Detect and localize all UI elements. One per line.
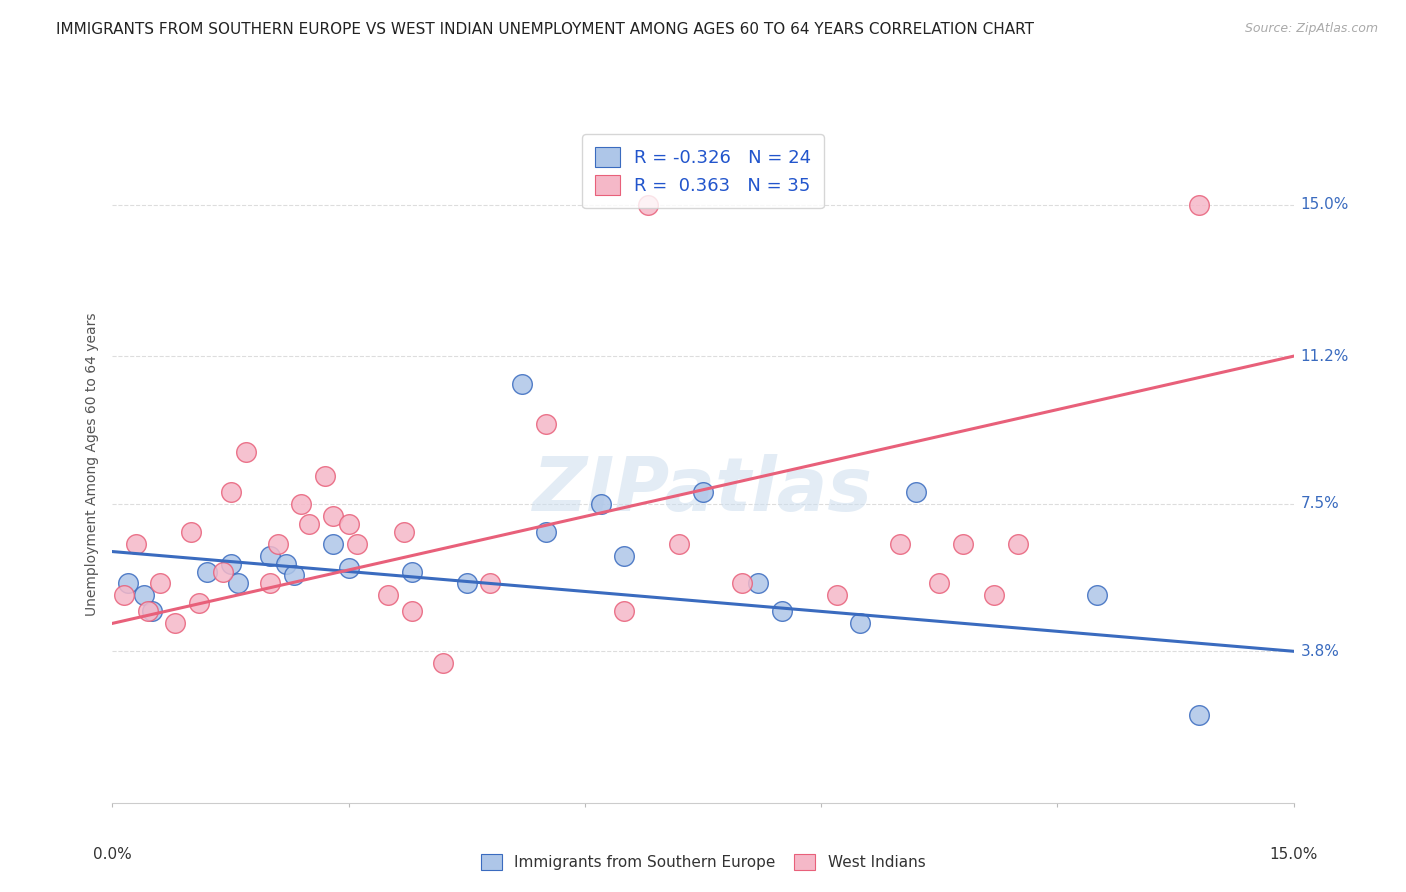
Point <box>112 589 135 603</box>
Point <box>1188 197 1211 211</box>
Point <box>613 549 636 563</box>
Point <box>377 589 399 603</box>
Point <box>165 616 187 631</box>
Point <box>188 596 211 610</box>
Point <box>692 484 714 499</box>
Point <box>219 557 242 571</box>
Point <box>1007 536 1029 550</box>
Point <box>770 604 793 618</box>
Point <box>983 589 1005 603</box>
Point <box>825 589 848 603</box>
Point <box>322 508 344 523</box>
Legend: Immigrants from Southern Europe, West Indians: Immigrants from Southern Europe, West In… <box>475 848 931 877</box>
Point <box>534 524 557 539</box>
Point <box>1085 589 1108 603</box>
Point <box>534 417 557 431</box>
Point <box>235 445 257 459</box>
Point <box>731 576 754 591</box>
Point <box>267 536 290 550</box>
Point <box>849 616 872 631</box>
Point <box>401 565 423 579</box>
Point <box>228 576 250 591</box>
Point <box>322 536 344 550</box>
Point <box>889 536 911 550</box>
Point <box>401 604 423 618</box>
Point <box>613 604 636 618</box>
Point <box>125 536 148 550</box>
Point <box>314 468 336 483</box>
Text: 3.8%: 3.8% <box>1301 644 1340 659</box>
Point <box>298 516 321 531</box>
Point <box>219 484 242 499</box>
Point <box>952 536 974 550</box>
Point <box>290 497 312 511</box>
Point <box>589 497 612 511</box>
Point <box>928 576 950 591</box>
Point <box>132 589 155 603</box>
Point <box>456 576 478 591</box>
Point <box>117 576 139 591</box>
Point <box>141 604 163 618</box>
Point <box>136 604 159 618</box>
Point <box>274 557 297 571</box>
Point <box>259 576 281 591</box>
Point <box>180 524 202 539</box>
Text: IMMIGRANTS FROM SOUTHERN EUROPE VS WEST INDIAN UNEMPLOYMENT AMONG AGES 60 TO 64 : IMMIGRANTS FROM SOUTHERN EUROPE VS WEST … <box>56 22 1035 37</box>
Text: ZIPatlas: ZIPatlas <box>533 454 873 527</box>
Point <box>432 657 454 671</box>
Point <box>195 565 218 579</box>
Point <box>283 568 305 582</box>
Y-axis label: Unemployment Among Ages 60 to 64 years: Unemployment Among Ages 60 to 64 years <box>84 312 98 615</box>
Text: 15.0%: 15.0% <box>1270 847 1317 862</box>
Point <box>479 576 502 591</box>
Text: Source: ZipAtlas.com: Source: ZipAtlas.com <box>1244 22 1378 36</box>
Point <box>1188 708 1211 723</box>
Point <box>259 549 281 563</box>
Point <box>337 516 360 531</box>
Point <box>904 484 927 499</box>
Point <box>747 576 769 591</box>
Point <box>346 536 368 550</box>
Point <box>337 560 360 574</box>
Point <box>637 197 659 211</box>
Text: 7.5%: 7.5% <box>1301 496 1340 511</box>
Point <box>392 524 415 539</box>
Text: 15.0%: 15.0% <box>1301 197 1348 212</box>
Point <box>668 536 690 550</box>
Point <box>510 377 533 392</box>
Text: 11.2%: 11.2% <box>1301 349 1348 364</box>
Point <box>149 576 172 591</box>
Point <box>211 565 233 579</box>
Text: 0.0%: 0.0% <box>93 847 132 862</box>
